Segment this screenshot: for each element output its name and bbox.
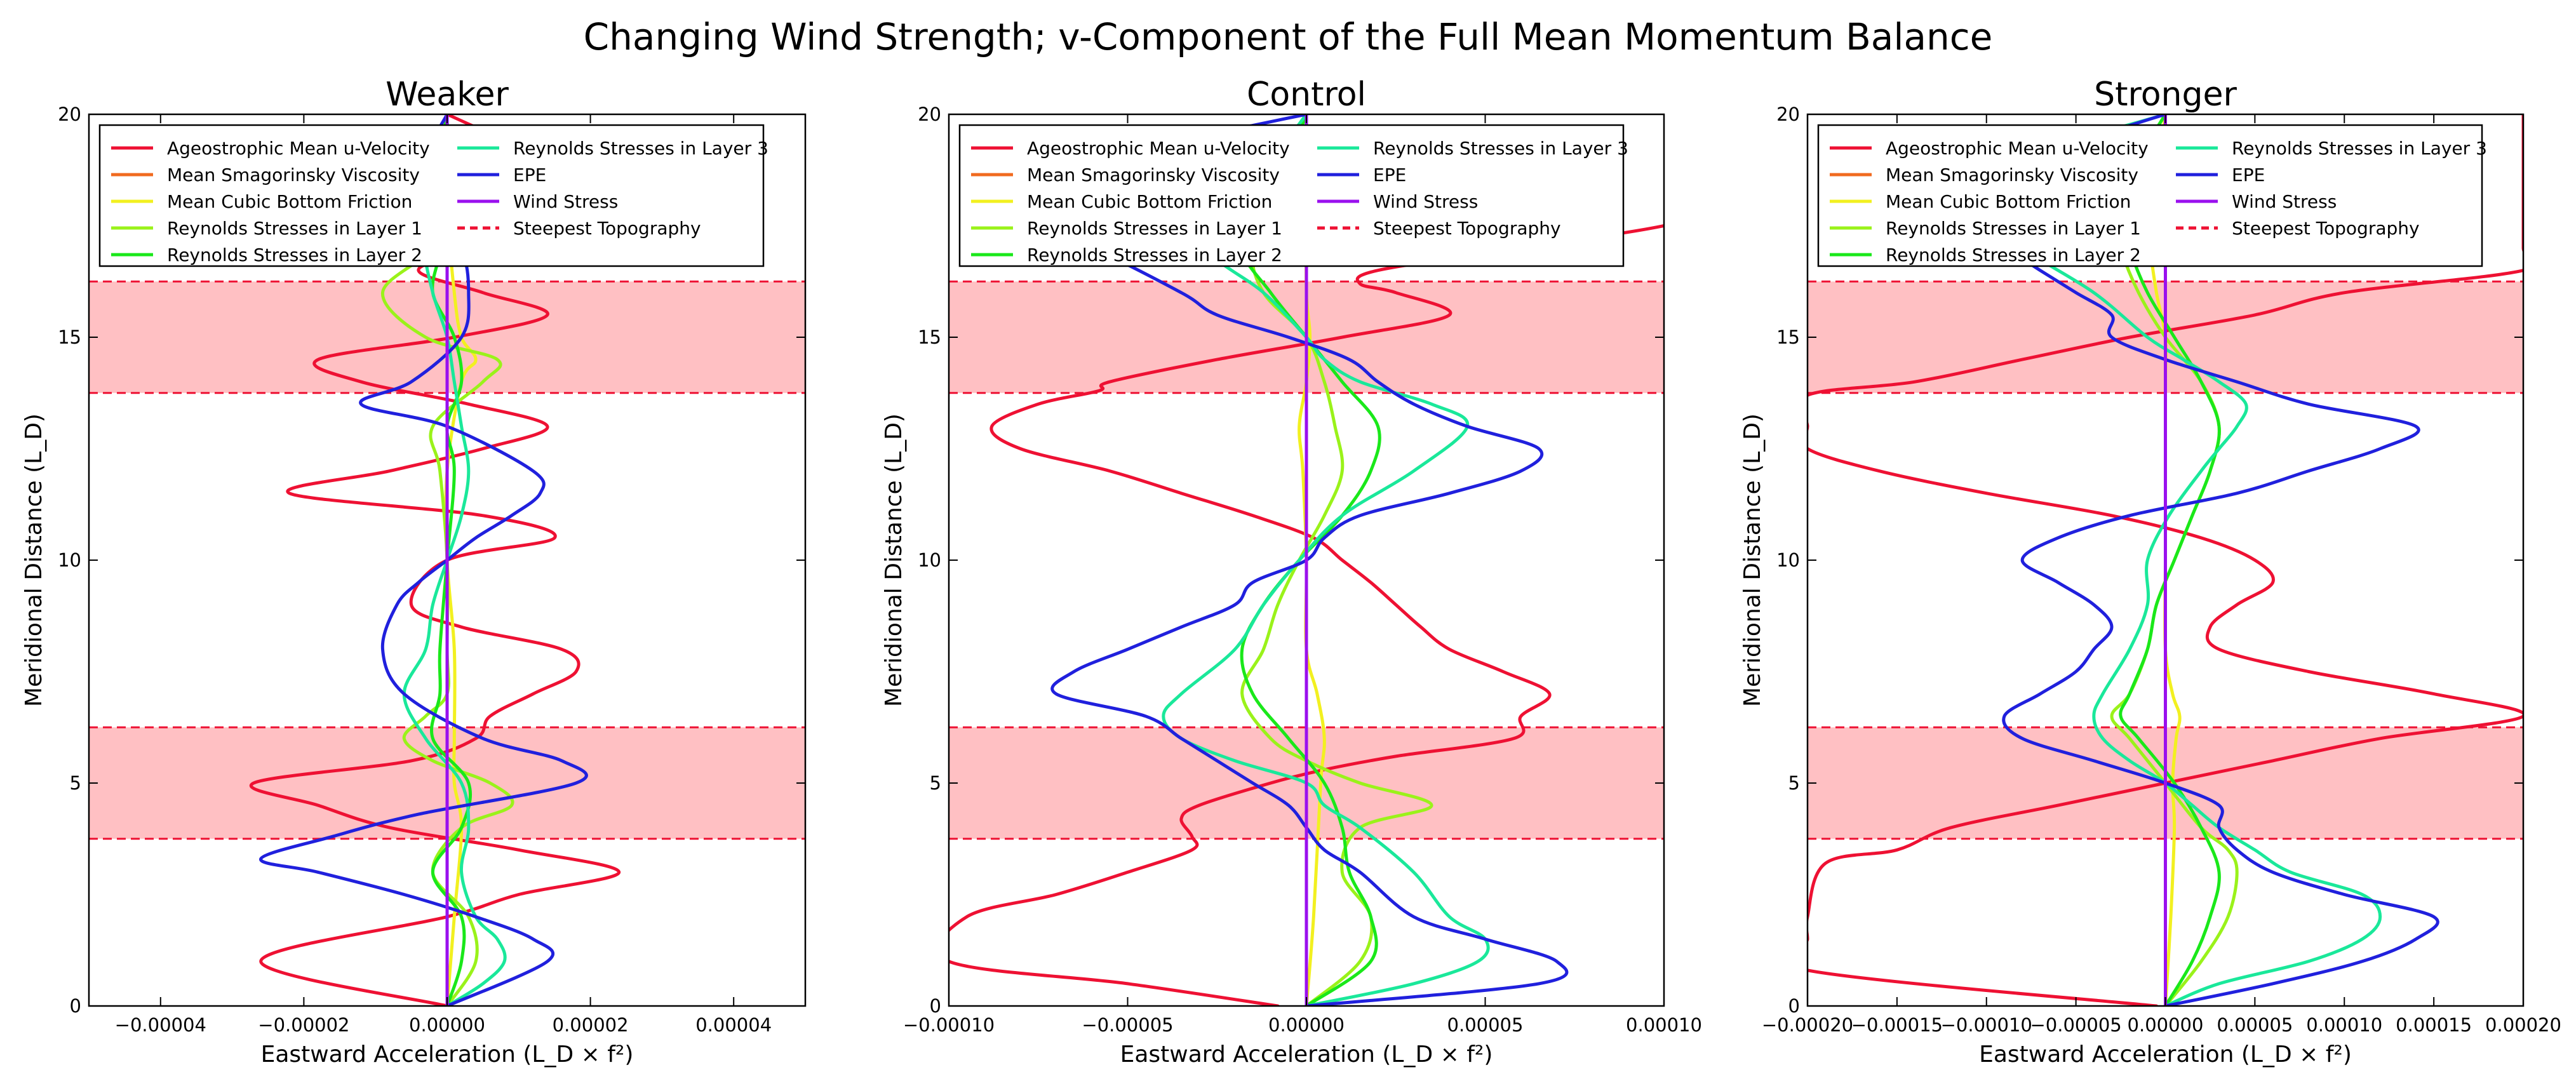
x-tick-label: 0.00005 bbox=[1447, 1014, 1524, 1036]
x-tick-label: 0.00010 bbox=[1626, 1014, 1702, 1036]
x-axis-label: Eastward Acceleration (L_D × f²) bbox=[261, 1042, 634, 1068]
x-tick-label: −0.00005 bbox=[2030, 1014, 2122, 1036]
x-axis-label: Eastward Acceleration (L_D × f²) bbox=[1979, 1042, 2352, 1068]
legend-label: Wind Stress bbox=[1373, 191, 1478, 212]
legend-label: Mean Cubic Bottom Friction bbox=[167, 191, 412, 212]
x-tick-label: 0.00010 bbox=[2306, 1014, 2382, 1036]
y-tick-label: 0 bbox=[1788, 995, 1800, 1017]
legend-label: Wind Stress bbox=[2232, 191, 2337, 212]
legend: Ageostrophic Mean u-Velocity Mean Smagori… bbox=[1818, 125, 2487, 266]
x-axis-label: Eastward Acceleration (L_D × f²) bbox=[1120, 1042, 1493, 1068]
x-tick-label: −0.00002 bbox=[258, 1014, 349, 1036]
x-tick-label: 0.00020 bbox=[2485, 1014, 2561, 1036]
legend-label: Ageostrophic Mean u-Velocity bbox=[1027, 138, 1290, 159]
legend: Ageostrophic Mean u-Velocity Mean Smagori… bbox=[960, 125, 1628, 266]
legend-label: Mean Cubic Bottom Friction bbox=[1886, 191, 2131, 212]
x-tick-label: 0.00015 bbox=[2396, 1014, 2472, 1036]
x-tick-label: −0.00015 bbox=[1851, 1014, 1943, 1036]
y-tick-label: 5 bbox=[1788, 772, 1800, 794]
y-axis-label: Meridional Distance (L_D) bbox=[21, 413, 47, 707]
x-tick-label: 0.00002 bbox=[553, 1014, 629, 1036]
legend-label: Mean Smagorinsky Viscosity bbox=[1027, 164, 1280, 185]
x-tick-label: 0.00000 bbox=[1268, 1014, 1345, 1036]
legend-label: Mean Smagorinsky Viscosity bbox=[1886, 164, 2138, 185]
y-tick-label: 20 bbox=[1776, 104, 1800, 125]
chart-panel-0: −0.00004 −0.00002 0.00000 0.00002 0.00004 0 5 1… bbox=[21, 76, 805, 1068]
legend-label: Reynolds Stresses in Layer 3 bbox=[1373, 138, 1628, 159]
legend-label: Reynolds Stresses in Layer 2 bbox=[1027, 245, 1282, 265]
y-tick-label: 20 bbox=[58, 104, 81, 125]
legend-label: Mean Cubic Bottom Friction bbox=[1027, 191, 1272, 212]
y-tick-label: 5 bbox=[70, 772, 81, 794]
y-tick-label: 0 bbox=[70, 995, 81, 1017]
x-tick-label: −0.00005 bbox=[1082, 1014, 1173, 1036]
legend-label: Reynolds Stresses in Layer 3 bbox=[513, 138, 768, 159]
chart-panel-1: −0.00010 −0.00005 0.00000 0.00005 0.00010 0 5 1… bbox=[881, 76, 1807, 1068]
y-tick-label: 15 bbox=[58, 326, 81, 348]
y-axis-label: Meridional Distance (L_D) bbox=[881, 413, 907, 707]
legend-label: Reynolds Stresses in Layer 3 bbox=[2232, 138, 2487, 159]
legend-label: Steepest Topography bbox=[513, 218, 701, 239]
legend-label: Reynolds Stresses in Layer 1 bbox=[1886, 218, 2141, 239]
legend-label: EPE bbox=[513, 164, 546, 185]
legend-label: EPE bbox=[1373, 164, 1406, 185]
legend-label: Reynolds Stresses in Layer 1 bbox=[167, 218, 422, 239]
x-tick-label: −0.00010 bbox=[1941, 1014, 2032, 1036]
x-tick-label: 0.00004 bbox=[695, 1014, 772, 1036]
y-axis-label: Meridional Distance (L_D) bbox=[1740, 413, 1766, 707]
y-tick-label: 10 bbox=[918, 549, 941, 571]
legend-label: EPE bbox=[2232, 164, 2265, 185]
x-tick-label: 0.00005 bbox=[2217, 1014, 2293, 1036]
legend-label: Reynolds Stresses in Layer 2 bbox=[167, 245, 422, 265]
y-tick-label: 10 bbox=[1776, 549, 1800, 571]
figure-suptitle: Changing Wind Strength; v-Component of t… bbox=[584, 15, 1993, 58]
panel-title: Control bbox=[1247, 76, 1366, 114]
legend-label: Mean Smagorinsky Viscosity bbox=[167, 164, 420, 185]
panel-title: Stronger bbox=[2094, 76, 2237, 114]
legend-label: Steepest Topography bbox=[1373, 218, 1561, 239]
legend-label: Reynolds Stresses in Layer 1 bbox=[1027, 218, 1282, 239]
legend-label: Wind Stress bbox=[513, 191, 618, 212]
legend-label: Ageostrophic Mean u-Velocity bbox=[167, 138, 430, 159]
x-tick-label: 0.00000 bbox=[409, 1014, 485, 1036]
y-tick-label: 0 bbox=[930, 995, 941, 1017]
legend-label: Ageostrophic Mean u-Velocity bbox=[1886, 138, 2149, 159]
y-tick-label: 15 bbox=[918, 326, 941, 348]
chart-panel-2: −0.00020−0.00015−0.00010−0.00005 0.00000 0… bbox=[1740, 76, 2561, 1068]
y-tick-label: 5 bbox=[930, 772, 941, 794]
y-tick-label: 15 bbox=[1776, 326, 1800, 348]
panel-title: Weaker bbox=[386, 76, 509, 114]
legend: Ageostrophic Mean u-Velocity Mean Smagori… bbox=[100, 125, 768, 266]
x-tick-label: −0.00010 bbox=[903, 1014, 995, 1036]
x-tick-label: −0.00020 bbox=[1762, 1014, 1853, 1036]
x-tick-label: 0.00000 bbox=[2128, 1014, 2204, 1036]
x-tick-label: −0.00004 bbox=[115, 1014, 206, 1036]
y-tick-label: 10 bbox=[58, 549, 81, 571]
y-tick-label: 20 bbox=[918, 104, 941, 125]
legend-label: Reynolds Stresses in Layer 2 bbox=[1886, 245, 2141, 265]
legend-label: Steepest Topography bbox=[2232, 218, 2420, 239]
